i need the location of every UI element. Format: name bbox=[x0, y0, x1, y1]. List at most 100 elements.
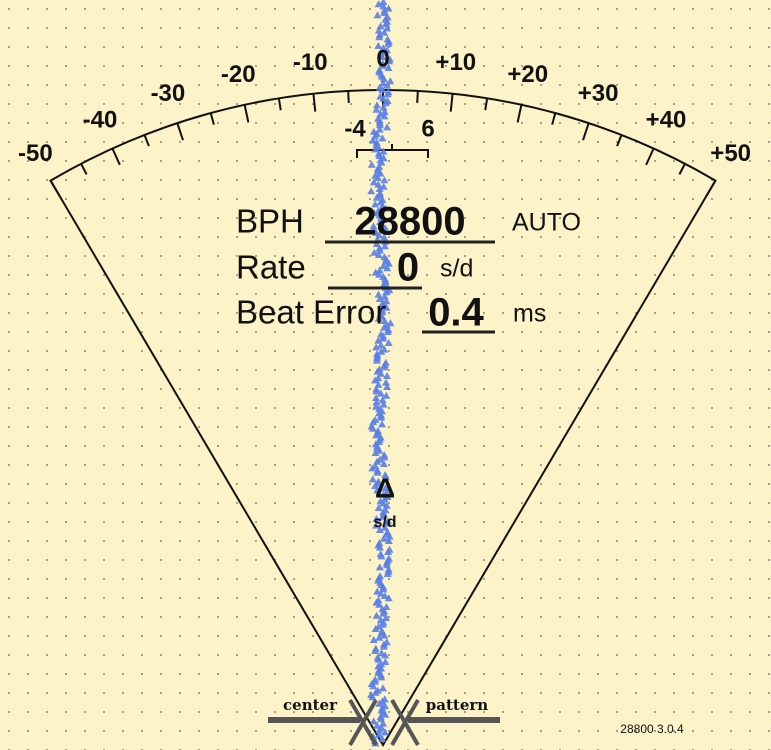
trace-point bbox=[382, 20, 391, 27]
trace-point bbox=[375, 726, 384, 734]
trace-point bbox=[368, 464, 377, 472]
trace-point bbox=[370, 248, 379, 256]
scale-label: -30 bbox=[151, 80, 186, 107]
trace-point bbox=[379, 79, 388, 87]
scale-tick bbox=[243, 104, 250, 123]
scale-tick bbox=[616, 134, 623, 147]
trace-point bbox=[379, 620, 388, 628]
trace-point bbox=[372, 193, 381, 201]
trace-point bbox=[368, 693, 377, 701]
trace-point bbox=[384, 64, 393, 71]
trace-point bbox=[373, 486, 382, 494]
trace-point bbox=[379, 75, 388, 82]
trace-point bbox=[379, 585, 388, 593]
trace-point bbox=[382, 501, 391, 509]
bph-mode: AUTO bbox=[512, 209, 581, 237]
trace-point bbox=[379, 103, 388, 111]
trace-point bbox=[371, 200, 380, 208]
trace-point bbox=[380, 28, 389, 36]
trace-point bbox=[382, 303, 391, 311]
beat-error-unit: ms bbox=[513, 300, 546, 328]
trace-point bbox=[380, 363, 389, 371]
scale-tick bbox=[484, 98, 489, 111]
trace-point bbox=[371, 376, 380, 384]
trace-point bbox=[368, 475, 377, 483]
scale-label: 0 bbox=[376, 45, 389, 72]
trace bbox=[367, 0, 395, 747]
scale-tick bbox=[582, 122, 590, 141]
trace-point bbox=[373, 101, 382, 109]
trace-point bbox=[374, 0, 383, 8]
trace-point bbox=[384, 4, 393, 12]
trace-point bbox=[377, 301, 386, 309]
scale-label: -50 bbox=[18, 140, 53, 167]
trace-point bbox=[377, 552, 386, 560]
trace-point bbox=[369, 682, 378, 690]
scale-label: -40 bbox=[83, 107, 118, 134]
trace-point bbox=[384, 537, 393, 544]
trace-point bbox=[373, 174, 382, 181]
trace-point bbox=[372, 431, 381, 439]
trace-point bbox=[375, 270, 384, 278]
delta-symbol: Δ bbox=[375, 472, 395, 503]
window-bracket bbox=[356, 144, 429, 158]
trace-point bbox=[377, 347, 386, 355]
pattern-label: pattern bbox=[426, 696, 489, 714]
trace-point bbox=[375, 152, 384, 159]
trace-point bbox=[383, 372, 392, 379]
trace-point bbox=[379, 147, 388, 155]
trace-point bbox=[380, 9, 389, 16]
trace-point bbox=[373, 468, 382, 476]
scale-label: +50 bbox=[710, 140, 751, 167]
trace-point bbox=[378, 684, 387, 692]
bph-value: 28800 bbox=[354, 200, 465, 244]
trace-point bbox=[374, 251, 383, 258]
trace-point bbox=[379, 2, 388, 10]
trace-point bbox=[374, 504, 383, 511]
trace-point bbox=[369, 222, 378, 230]
trace-point bbox=[379, 534, 388, 542]
trace-point bbox=[375, 33, 384, 41]
trace-point bbox=[385, 57, 394, 65]
trace-point bbox=[380, 112, 389, 120]
trace-point bbox=[380, 323, 389, 331]
trace-point bbox=[375, 185, 384, 192]
trace-point bbox=[372, 387, 381, 395]
trace-point bbox=[379, 490, 388, 498]
trace-point bbox=[376, 369, 385, 377]
trace-point bbox=[383, 123, 392, 131]
trace-point bbox=[375, 526, 384, 533]
trace-point bbox=[381, 519, 390, 527]
scale-tick bbox=[277, 98, 282, 111]
trace-point bbox=[372, 398, 381, 406]
trace-point bbox=[375, 121, 384, 129]
trace-point bbox=[382, 614, 391, 621]
trace-point bbox=[379, 262, 388, 269]
trace-point bbox=[374, 655, 383, 663]
trace-point bbox=[382, 391, 391, 399]
trace-point bbox=[374, 180, 383, 188]
trace-point bbox=[383, 570, 392, 577]
trace-point bbox=[385, 532, 394, 540]
trace-point bbox=[381, 651, 390, 659]
trace-point bbox=[386, 319, 395, 327]
trace-point bbox=[381, 658, 390, 665]
trace-point bbox=[376, 341, 385, 349]
trace-point bbox=[375, 266, 384, 274]
trace-point bbox=[375, 543, 384, 551]
trace-point bbox=[379, 400, 388, 408]
trace-point bbox=[379, 182, 388, 190]
scale-tick bbox=[143, 134, 150, 147]
trace-point bbox=[376, 169, 385, 177]
trace-point bbox=[374, 290, 383, 298]
center-bar bbox=[268, 717, 360, 723]
trace-point bbox=[384, 548, 393, 555]
scale-tick bbox=[312, 93, 317, 112]
trace-point bbox=[368, 136, 377, 144]
trace-point bbox=[381, 473, 390, 481]
trace-point bbox=[383, 328, 392, 335]
trace-point bbox=[377, 220, 386, 228]
beat-error-value: 0.4 bbox=[428, 291, 484, 335]
